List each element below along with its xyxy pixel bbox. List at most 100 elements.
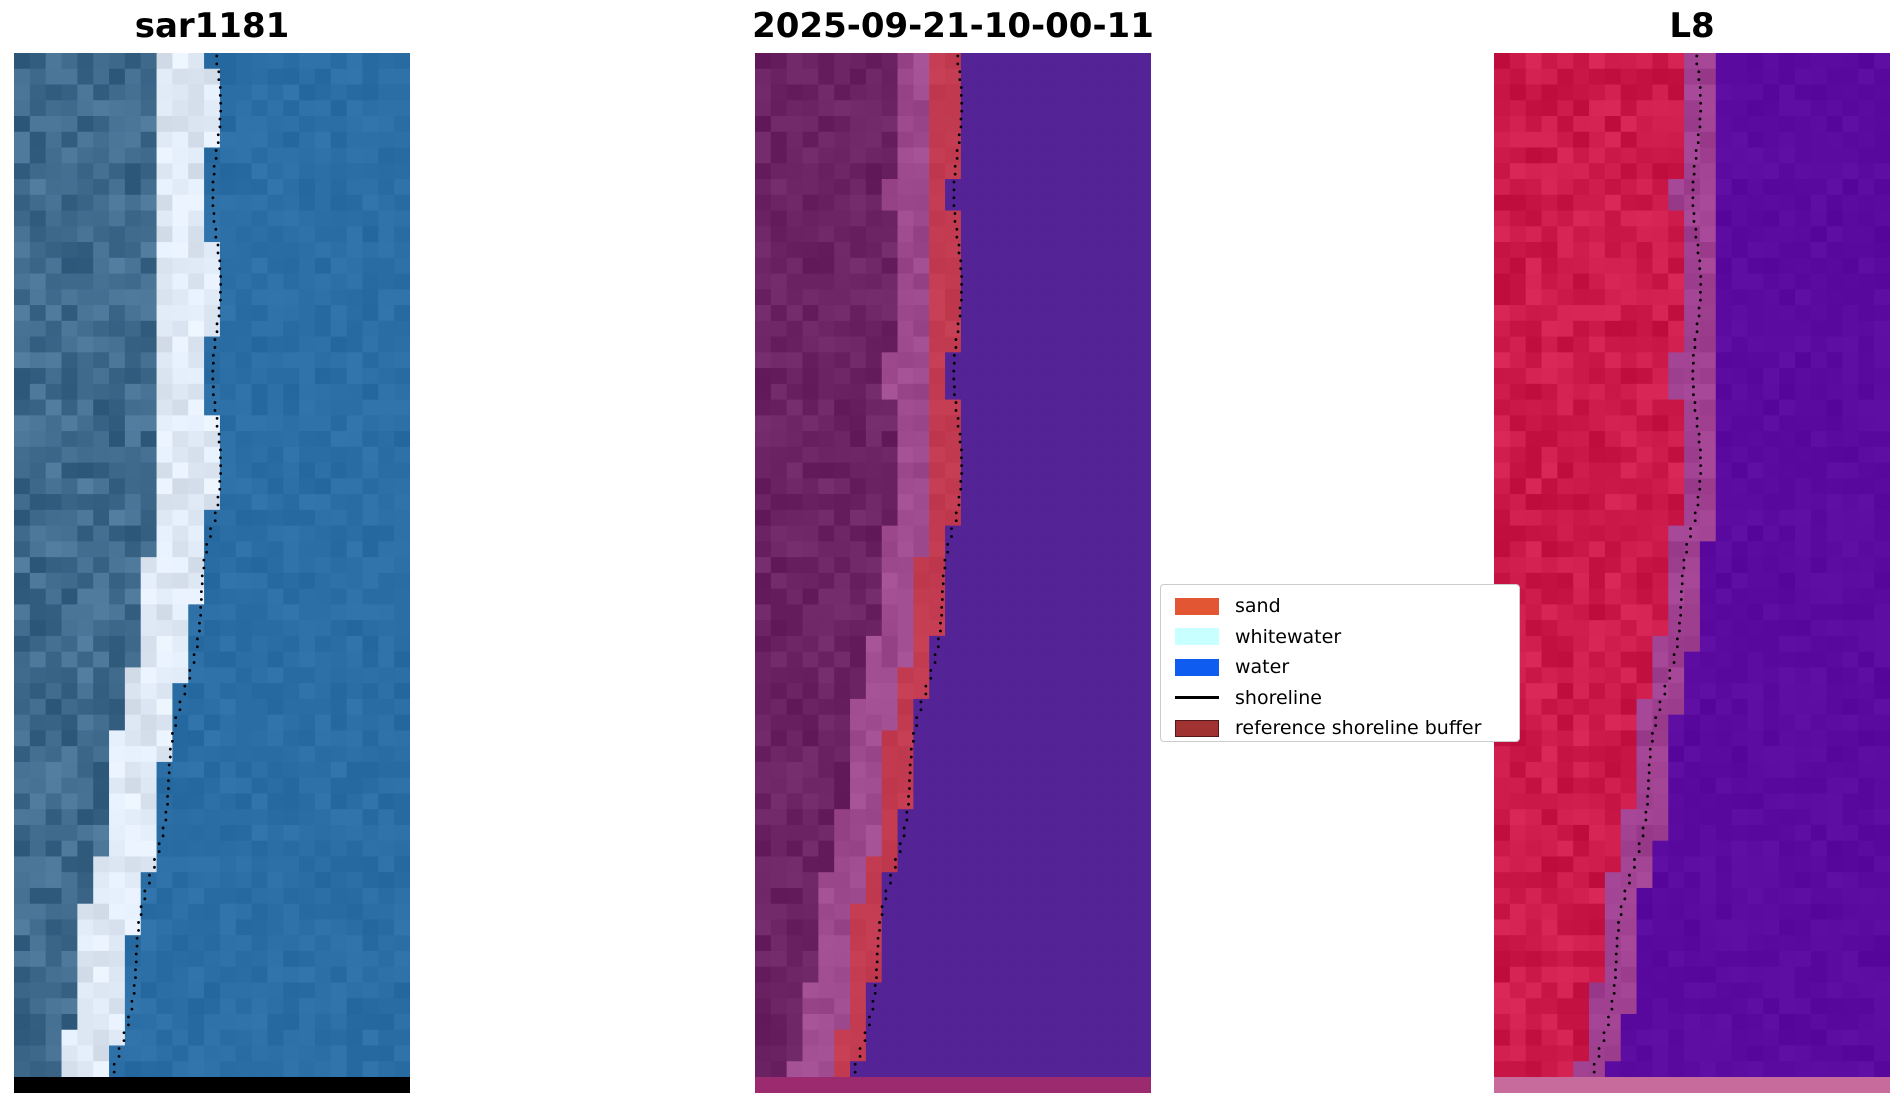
image-pixel (1135, 273, 1151, 290)
image-pixel (1040, 683, 1057, 700)
image-pixel (1008, 525, 1025, 542)
image-pixel (314, 320, 332, 338)
image-pixel (1699, 919, 1717, 936)
image-pixel (188, 809, 205, 826)
shoreline-dot (139, 905, 143, 909)
image-pixel (881, 572, 899, 590)
image-pixel (786, 525, 804, 542)
image-pixel (1024, 179, 1041, 196)
image-pixel (1794, 950, 1812, 968)
image-pixel (283, 761, 300, 779)
image-pixel (929, 399, 946, 416)
image-pixel (1509, 399, 1527, 416)
image-pixel (1810, 919, 1828, 936)
image-pixel (1794, 383, 1812, 401)
image-pixel (1668, 761, 1685, 779)
image-pixel (283, 131, 300, 149)
image-pixel (299, 1045, 316, 1062)
shoreline-dot (853, 1070, 857, 1074)
image-pixel (140, 1029, 158, 1046)
image-pixel (945, 683, 962, 700)
image-pixel (865, 887, 883, 905)
image-pixel (1557, 194, 1574, 212)
image-pixel (251, 257, 268, 275)
image-pixel (394, 116, 410, 133)
image-pixel (1040, 966, 1057, 983)
image-pixel (330, 620, 348, 637)
image-pixel (124, 1045, 142, 1062)
image-pixel (93, 635, 110, 653)
image-pixel (1779, 714, 1796, 731)
image-pixel (109, 588, 126, 605)
image-pixel (818, 809, 835, 826)
shoreline-dot (112, 1062, 116, 1066)
image-pixel (93, 1061, 110, 1078)
image-pixel (267, 431, 284, 448)
image-pixel (1008, 824, 1025, 842)
image-pixel (267, 116, 284, 133)
image-pixel (1731, 872, 1748, 889)
image-pixel (140, 950, 158, 968)
image-pixel (1763, 572, 1780, 590)
image-pixel (1071, 494, 1089, 511)
image-pixel (1119, 667, 1136, 684)
shoreline-dot (952, 196, 956, 200)
image-pixel (45, 84, 63, 101)
image-pixel (1509, 919, 1527, 936)
image-pixel (14, 667, 31, 684)
image-pixel (913, 509, 930, 527)
image-pixel (93, 100, 110, 117)
shoreline-dot (950, 535, 953, 538)
image-pixel (1668, 242, 1685, 259)
panel-title-classification: 2025-09-21-10-00-11 (752, 6, 1154, 46)
image-pixel (976, 242, 994, 259)
image-pixel (61, 336, 78, 353)
image-pixel (1135, 730, 1151, 747)
image-pixel (378, 478, 395, 495)
image-pixel (976, 478, 994, 495)
image-pixel (267, 446, 284, 464)
image-pixel (976, 840, 994, 857)
image-pixel (29, 998, 47, 1015)
image-pixel (1541, 635, 1558, 653)
image-pixel (219, 872, 237, 889)
image-pixel (976, 194, 994, 212)
image-pixel (314, 872, 332, 889)
image-pixel (1810, 415, 1828, 432)
image-pixel (188, 478, 205, 495)
image-pixel (204, 399, 221, 416)
image-pixel (299, 620, 316, 637)
image-pixel (1652, 131, 1669, 149)
image-pixel (188, 856, 205, 873)
image-pixel (77, 809, 94, 826)
image-pixel (251, 667, 268, 684)
image-pixel (1071, 919, 1089, 936)
image-pixel (818, 446, 835, 464)
image-pixel (314, 730, 332, 747)
image-pixel (1103, 431, 1120, 448)
image-pixel (362, 572, 379, 590)
image-pixel (156, 1061, 173, 1078)
image-pixel (1652, 667, 1669, 684)
image-pixel (1024, 320, 1041, 338)
image-pixel (1494, 194, 1511, 212)
image-pixel (14, 746, 31, 763)
image-pixel (1557, 509, 1574, 527)
image-pixel (850, 746, 867, 763)
image-pixel (14, 588, 31, 605)
image-pixel (267, 336, 284, 353)
image-pixel (362, 950, 379, 968)
image-pixel (1071, 1013, 1089, 1031)
image-pixel (1525, 935, 1543, 952)
image-pixel (865, 194, 883, 212)
image-pixel (93, 761, 110, 779)
image-pixel (881, 935, 899, 952)
image-pixel (850, 1045, 867, 1062)
image-pixel (330, 320, 348, 338)
image-pixel (29, 746, 47, 763)
image-pixel (346, 431, 363, 448)
image-pixel (267, 399, 284, 416)
image-pixel (945, 856, 962, 873)
image-pixel (156, 53, 173, 70)
image-pixel (251, 320, 268, 338)
